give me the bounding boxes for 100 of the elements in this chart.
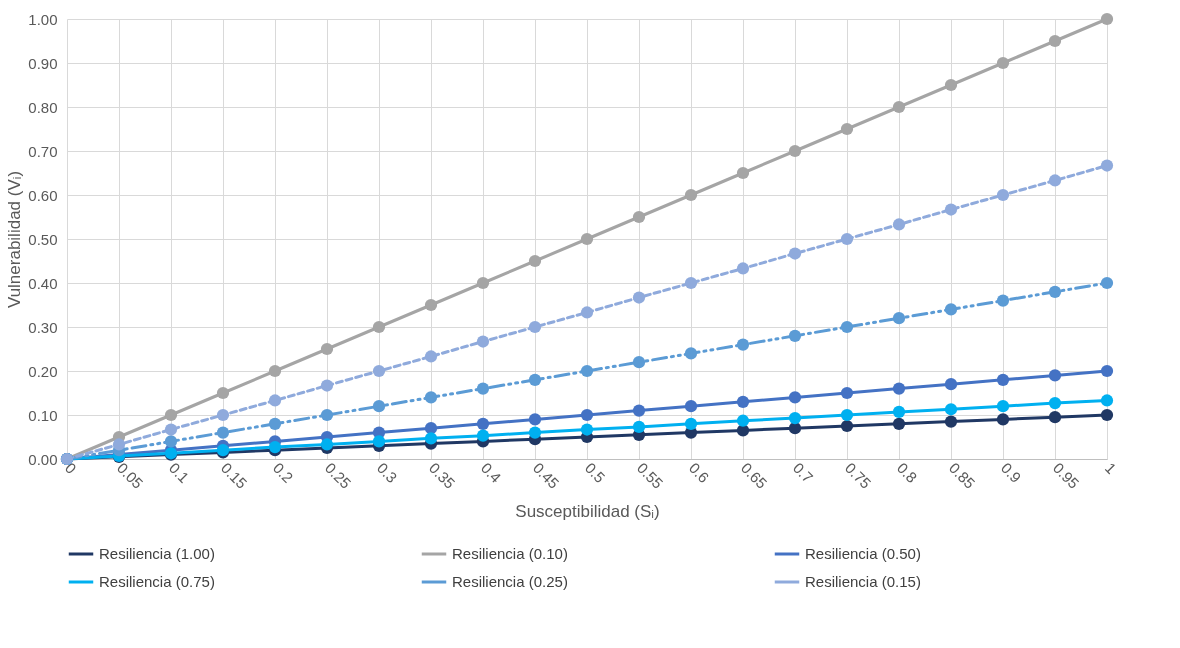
x-tick-label: 0.95 — [1049, 459, 1083, 492]
x-tick-label: 0.85 — [945, 459, 979, 492]
point — [840, 320, 854, 334]
point — [320, 342, 334, 356]
y-tick-label: 0.50 — [28, 230, 58, 248]
point — [996, 294, 1010, 307]
x-tick-label: 0.05 — [113, 459, 147, 492]
legend-label: Resiliencia (0.50) — [805, 545, 921, 562]
legend-label: Resiliencia (0.75) — [99, 573, 215, 590]
point — [372, 400, 386, 413]
point — [372, 320, 386, 334]
point — [372, 364, 386, 378]
point — [788, 329, 802, 342]
x-tick-label: 1 — [1101, 459, 1120, 478]
point — [840, 122, 854, 136]
point — [1100, 276, 1114, 290]
point — [996, 56, 1010, 70]
point — [736, 262, 750, 275]
x-tick-label: 0 — [61, 459, 80, 478]
point — [1048, 174, 1062, 187]
point — [528, 373, 542, 386]
point — [736, 338, 750, 351]
point — [788, 422, 802, 435]
point — [996, 188, 1010, 202]
point — [112, 438, 126, 451]
point — [944, 378, 958, 391]
point — [164, 435, 178, 448]
point — [528, 320, 542, 334]
point — [216, 408, 230, 422]
point — [1048, 397, 1062, 410]
point — [1048, 285, 1062, 298]
x-tick-label: 0.75 — [841, 459, 875, 492]
x-tick-label: 0.8 — [893, 459, 921, 486]
point — [996, 413, 1010, 426]
y-tick-label: 0.90 — [28, 54, 58, 72]
point — [476, 276, 490, 290]
x-tick-label: 0.6 — [685, 459, 713, 486]
point — [528, 413, 542, 426]
point — [632, 356, 646, 369]
point — [1048, 411, 1062, 424]
x-axis-title: Susceptibilidad (Sᵢ) — [515, 501, 660, 521]
point — [476, 429, 490, 442]
point — [944, 203, 958, 216]
point — [424, 298, 438, 312]
point — [632, 210, 646, 224]
x-tick-label: 0.55 — [633, 459, 667, 492]
y-tick-label: 0.70 — [28, 142, 58, 160]
y-tick-label: 0.10 — [28, 406, 58, 424]
point — [944, 78, 958, 92]
point — [164, 423, 178, 436]
legend-label: Resiliencia (0.25) — [452, 573, 568, 590]
point — [684, 188, 698, 202]
point — [840, 386, 854, 400]
point — [1100, 408, 1114, 422]
point — [268, 364, 282, 378]
point — [320, 408, 334, 422]
point — [424, 422, 438, 435]
point — [840, 419, 854, 433]
y-axis-title: Vulnerabilidad (Vᵢ) — [5, 170, 25, 309]
x-tick-label: 0.7 — [789, 459, 817, 486]
x-tick-label: 0.45 — [529, 459, 563, 492]
point — [1100, 159, 1114, 172]
x-tick-label: 0.2 — [269, 459, 297, 486]
point — [996, 373, 1010, 386]
x-tick-label: 0.4 — [477, 459, 505, 486]
x-tick-label: 0.15 — [217, 459, 251, 492]
point — [1100, 12, 1114, 26]
point — [320, 438, 334, 451]
point — [736, 414, 750, 427]
x-tick-label: 0.25 — [321, 459, 355, 492]
point — [840, 232, 854, 246]
point — [424, 350, 438, 363]
point — [476, 382, 490, 395]
point — [528, 254, 542, 268]
point — [320, 379, 334, 392]
point — [892, 382, 906, 395]
point — [944, 415, 958, 428]
point — [788, 391, 802, 404]
x-tick-label: 0.9 — [997, 459, 1025, 486]
point — [684, 347, 698, 360]
y-tick-label: 0.00 — [28, 450, 58, 468]
point — [268, 417, 282, 430]
point — [736, 166, 750, 180]
point — [892, 100, 906, 114]
point — [1048, 34, 1062, 48]
x-tick-label: 0.65 — [737, 459, 771, 492]
point — [1048, 369, 1062, 382]
point — [1100, 364, 1114, 378]
y-tick-label: 1.00 — [28, 10, 58, 28]
point — [372, 435, 386, 448]
point — [580, 423, 594, 436]
point — [164, 408, 178, 422]
point — [216, 426, 230, 439]
point — [632, 404, 646, 417]
point — [892, 405, 906, 419]
point — [580, 408, 594, 422]
point — [892, 218, 906, 231]
y-tick-label: 0.40 — [28, 274, 58, 292]
y-tick-label: 0.60 — [28, 186, 58, 204]
point — [632, 420, 646, 433]
